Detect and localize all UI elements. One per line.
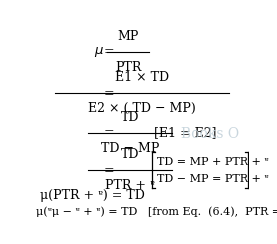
Text: MP: MP [117,30,139,43]
Text: TD: TD [121,148,139,161]
Text: [E1 = E2]: [E1 = E2] [154,126,216,139]
Text: =: = [103,126,114,139]
Text: Books O: Books O [181,128,239,142]
Text: =: = [103,164,114,177]
Text: μ(PTR + ᵄ) = TD: μ(PTR + ᵄ) = TD [40,189,145,202]
Text: TD: TD [121,111,139,124]
Text: TD = MP + PTR + ᵄ: TD = MP + PTR + ᵄ [157,157,269,167]
Text: E2 × ( TD − MP): E2 × ( TD − MP) [88,102,196,115]
Text: $\mu$: $\mu$ [94,45,104,59]
Text: =: = [103,87,114,100]
Text: μ(ᵄμ − ᵄ + ᵄ) = TD   [from Eq.  (6.4),  PTR = ᵄυ − ᵄ]: μ(ᵄμ − ᵄ + ᵄ) = TD [from Eq. (6.4), PTR … [36,206,277,217]
Text: PTR: PTR [115,61,141,74]
Text: TD − MP = PTR + ᵄ: TD − MP = PTR + ᵄ [157,174,269,184]
Text: PTR + ᵄ: PTR + ᵄ [105,179,155,192]
Text: =: = [103,45,114,58]
Text: TD − MP: TD − MP [101,142,159,155]
Text: E1 × TD: E1 × TD [115,71,169,84]
